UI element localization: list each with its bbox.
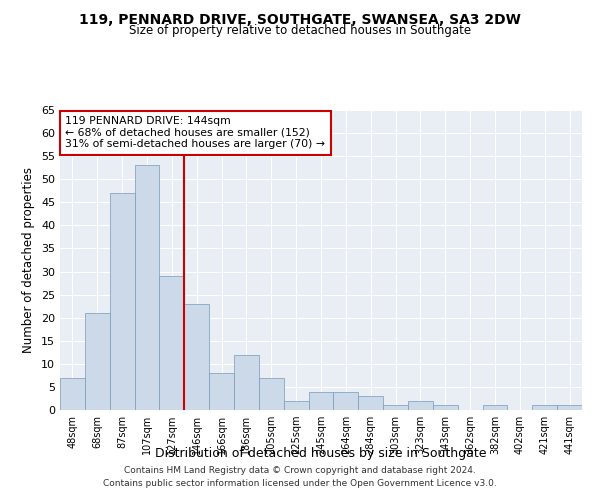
Bar <box>259 378 284 410</box>
Text: Size of property relative to detached houses in Southgate: Size of property relative to detached ho… <box>129 24 471 37</box>
Bar <box>184 304 209 410</box>
Text: Contains HM Land Registry data © Crown copyright and database right 2024.
Contai: Contains HM Land Registry data © Crown c… <box>103 466 497 487</box>
Bar <box>284 401 308 410</box>
Text: 119 PENNARD DRIVE: 144sqm
← 68% of detached houses are smaller (152)
31% of semi: 119 PENNARD DRIVE: 144sqm ← 68% of detac… <box>65 116 325 149</box>
Bar <box>482 406 508 410</box>
Bar <box>85 313 110 410</box>
Bar <box>334 392 358 410</box>
Bar <box>383 406 408 410</box>
Bar <box>60 378 85 410</box>
Text: Distribution of detached houses by size in Southgate: Distribution of detached houses by size … <box>155 448 487 460</box>
Bar <box>110 193 134 410</box>
Bar <box>160 276 184 410</box>
Bar <box>308 392 334 410</box>
Text: 119, PENNARD DRIVE, SOUTHGATE, SWANSEA, SA3 2DW: 119, PENNARD DRIVE, SOUTHGATE, SWANSEA, … <box>79 12 521 26</box>
Bar <box>234 354 259 410</box>
Bar <box>408 401 433 410</box>
Bar <box>557 406 582 410</box>
Bar <box>532 406 557 410</box>
Bar <box>134 166 160 410</box>
Bar <box>433 406 458 410</box>
Bar <box>358 396 383 410</box>
Bar <box>209 373 234 410</box>
Y-axis label: Number of detached properties: Number of detached properties <box>22 167 35 353</box>
